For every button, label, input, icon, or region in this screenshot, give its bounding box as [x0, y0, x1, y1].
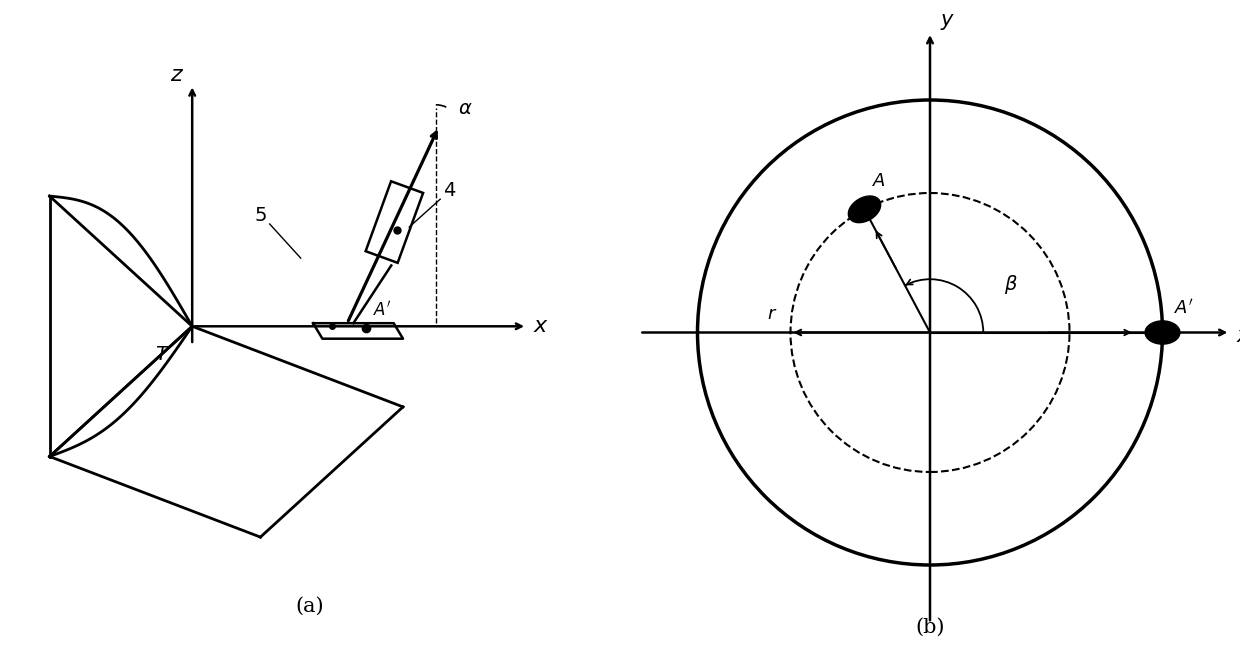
Text: 4: 4: [444, 181, 455, 200]
Text: $A'$: $A'$: [1174, 298, 1194, 317]
Text: $\alpha$: $\alpha$: [458, 99, 472, 118]
Text: $x$: $x$: [533, 317, 549, 336]
Text: $z$: $z$: [171, 65, 185, 85]
Text: $A'$: $A'$: [373, 301, 392, 320]
Ellipse shape: [1145, 321, 1180, 344]
Text: $T$: $T$: [155, 345, 170, 364]
Ellipse shape: [848, 196, 880, 223]
Text: 5: 5: [254, 206, 267, 225]
Text: $x$: $x$: [1236, 327, 1240, 346]
Text: $A$: $A$: [872, 172, 887, 190]
Bar: [366, 182, 423, 263]
Text: $y$: $y$: [940, 13, 955, 33]
Text: (b): (b): [915, 618, 945, 637]
Text: (a): (a): [295, 597, 325, 616]
Text: $\beta$: $\beta$: [1003, 273, 1018, 296]
Text: $r$: $r$: [768, 305, 777, 323]
